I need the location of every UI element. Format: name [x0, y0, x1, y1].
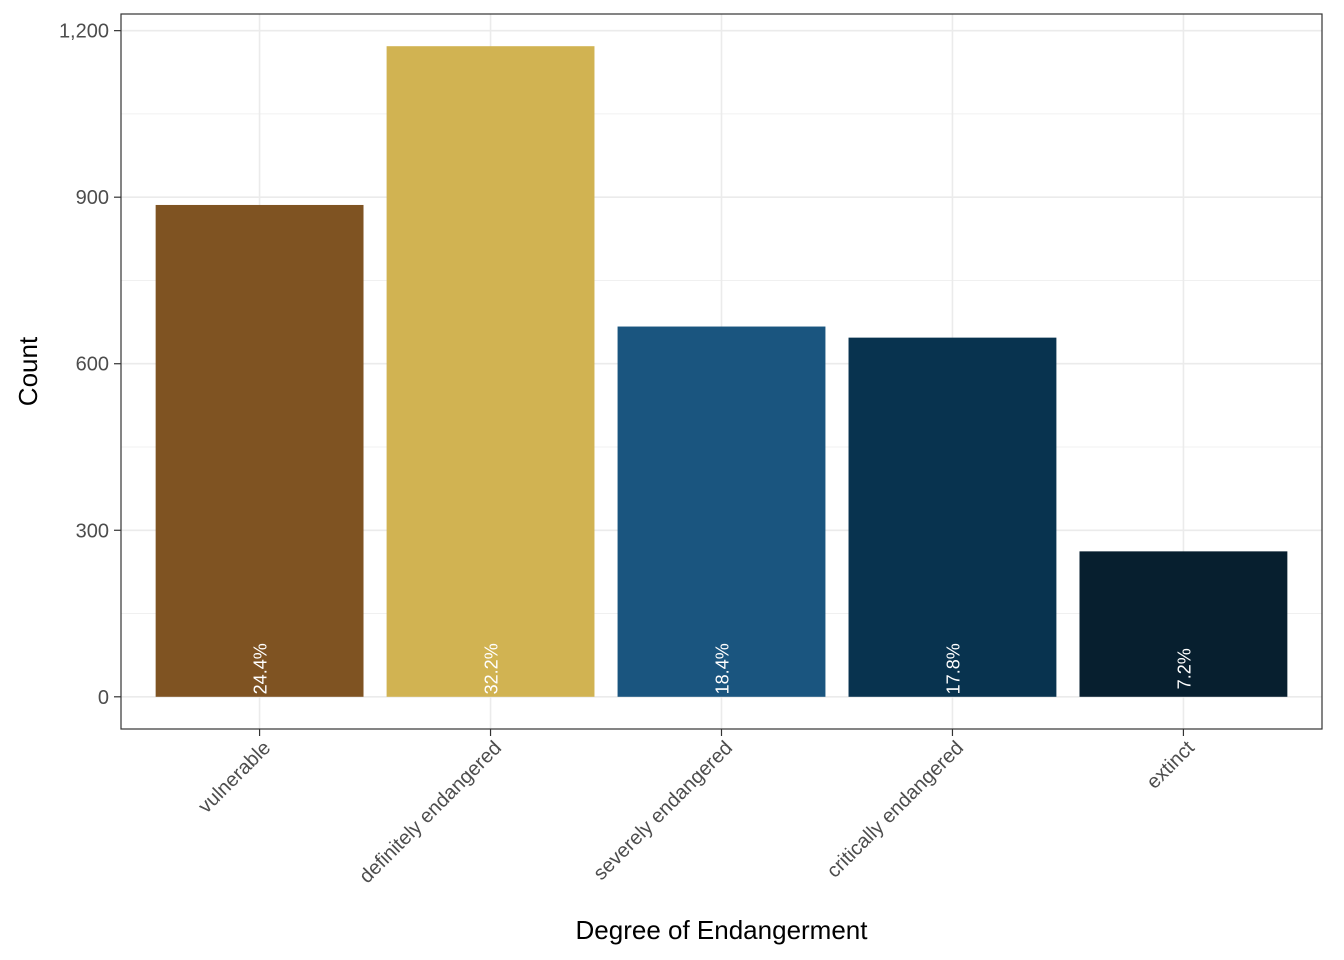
y-tick-label: 300: [76, 520, 109, 542]
y-axis: 0 300 600 900 1,200: [59, 21, 121, 709]
y-tick-label: 0: [98, 687, 109, 709]
bar-critically-endangered: [848, 337, 1057, 697]
bar-vulnerable: [155, 204, 364, 697]
bar-percent-label: 7.2%: [1174, 648, 1194, 689]
y-tick-label: 900: [76, 187, 109, 209]
bar-extinct: [1079, 551, 1288, 697]
x-axis-title: Degree of Endangerment: [576, 915, 869, 945]
y-tick-label: 600: [76, 354, 109, 376]
bar-labels: 24.4% 32.2% 18.4% 17.8% 7.2%: [251, 643, 1195, 694]
y-tick-label: 1,200: [59, 21, 109, 43]
bar-percent-label: 17.8%: [943, 643, 963, 694]
bar-percent-label: 32.2%: [482, 643, 502, 694]
bar-percent-label: 18.4%: [713, 643, 733, 694]
y-axis-title: Count: [13, 336, 43, 406]
bar-percent-label: 24.4%: [251, 643, 271, 694]
bar-definitely-endangered: [386, 46, 595, 697]
bar-severely-endangered: [617, 326, 826, 697]
bars: [155, 46, 1288, 697]
